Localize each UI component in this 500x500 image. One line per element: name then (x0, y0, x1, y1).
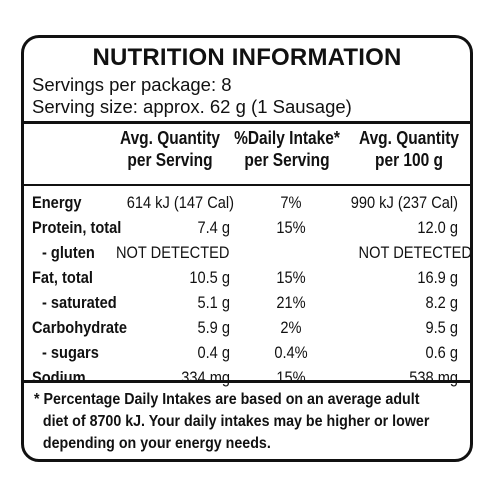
column-header-per-serving: Avg. Quantity per Serving (103, 127, 237, 171)
footnote-line: * Percentage Daily Intakes are based on … (34, 391, 420, 408)
serving-size: Serving size: approx. 62 g (1 Sausage) (32, 96, 352, 117)
daily-intake-value: 2% (280, 318, 302, 337)
per-serving-value: 7.4 g (197, 218, 230, 237)
header-rule (24, 121, 470, 124)
column-header-per-100g: Avg. Quantity per 100 g (342, 127, 470, 171)
per-serving-value: 614 kJ (147 Cal) (126, 193, 234, 212)
daily-intake-value: 0.4% (274, 343, 308, 362)
per-serving-value: 10.5 g (189, 268, 230, 287)
daily-intake-value: 15% (276, 368, 306, 387)
daily-intake-value: 21% (276, 293, 306, 312)
nutrient-row-carbohydrate: Carbohydrate 5.9 g 2% 9.5 g (24, 315, 470, 340)
column-header-line: per Serving (127, 150, 213, 170)
footnote: * Percentage Daily Intakes are based on … (34, 389, 452, 455)
nutrient-row-energy: Energy 614 kJ (147 Cal) 7% 990 kJ (237 C… (24, 190, 470, 215)
nutrient-row-gluten: - gluten NOT DETECTED NOT DETECTED (24, 240, 470, 265)
footnote-rule (24, 380, 470, 383)
nutrient-label: - sugars (42, 343, 99, 362)
nutrient-row-fat: Fat, total 10.5 g 15% 16.9 g (24, 265, 470, 290)
per-100g-value: 8.2 g (425, 293, 458, 312)
nutrient-row-protein: Protein, total 7.4 g 15% 12.0 g (24, 215, 470, 240)
daily-intake-value: 15% (276, 218, 306, 237)
column-header-line: per 100 g (375, 150, 443, 170)
nutrient-table: Energy 614 kJ (147 Cal) 7% 990 kJ (237 C… (24, 190, 470, 390)
per-100g-value: 538 mg (409, 368, 458, 387)
per-100g-value: 0.6 g (425, 343, 458, 362)
column-header-daily-intake: %Daily Intake* per Serving (220, 127, 354, 171)
per-100g-value: 990 kJ (237 Cal) (350, 193, 458, 212)
nutrient-row-sodium: Sodium 334 mg 15% 538 mg (24, 365, 470, 390)
nutrient-label: Sodium (32, 368, 86, 387)
nutrient-row-saturated: - saturated 5.1 g 21% 8.2 g (24, 290, 470, 315)
nutrient-label: Protein, total (32, 218, 122, 237)
column-header-line: %Daily Intake* (234, 128, 340, 148)
per-100g-value: NOT DETECTED (358, 243, 472, 262)
nutrient-row-sugars: - sugars 0.4 g 0.4% 0.6 g (24, 340, 470, 365)
per-100g-value: 9.5 g (425, 318, 458, 337)
footnote-line: depending on your energy needs. (42, 435, 271, 452)
per-100g-value: 16.9 g (417, 268, 458, 287)
nutrient-label: - saturated (42, 293, 117, 312)
daily-intake-value: 7% (280, 193, 302, 212)
servings-per-package: Servings per package: 8 (32, 74, 232, 95)
per-100g-value: 12.0 g (417, 218, 458, 237)
nutrition-panel: NUTRITION INFORMATION Servings per packa… (21, 35, 473, 462)
nutrient-label: Carbohydrate (32, 318, 128, 337)
column-header-rule (24, 184, 470, 186)
nutrient-label: Energy (32, 193, 82, 212)
per-serving-value: 5.1 g (197, 293, 230, 312)
nutrient-label: - gluten (42, 243, 95, 262)
panel-title: NUTRITION INFORMATION (92, 44, 402, 71)
per-serving-value: NOT DETECTED (116, 243, 230, 262)
column-header-line: Avg. Quantity (119, 128, 221, 148)
per-serving-value: 0.4 g (197, 343, 230, 362)
per-serving-value: 5.9 g (197, 318, 230, 337)
per-serving-value: 334 mg (181, 368, 230, 387)
footnote-line: diet of 8700 kJ. Your daily intakes may … (42, 413, 430, 430)
nutrient-label: Fat, total (32, 268, 93, 287)
daily-intake-value: 15% (276, 268, 306, 287)
column-header-line: per Serving (244, 150, 330, 170)
column-header-line: Avg. Quantity (358, 128, 460, 148)
